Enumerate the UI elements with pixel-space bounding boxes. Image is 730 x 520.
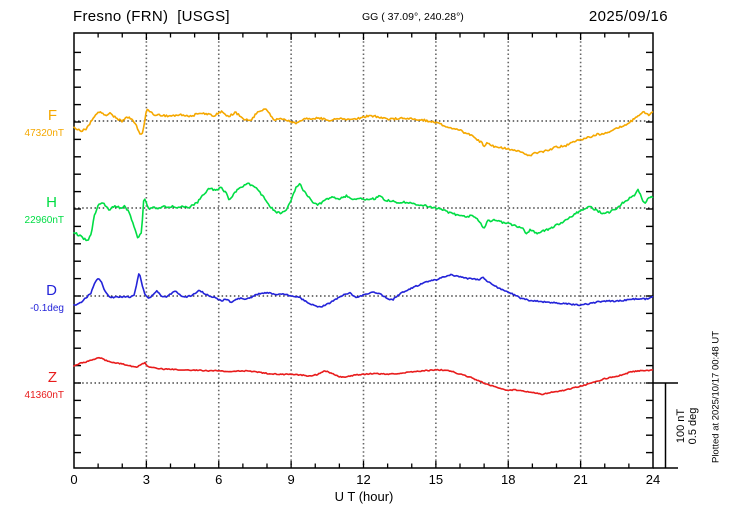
- component-letter-Z: Z: [47, 369, 57, 386]
- x-tick-label-0: 0: [70, 472, 78, 487]
- component-label-H: H 22960nT: [4, 194, 64, 227]
- component-label-F: F 47320nT: [4, 107, 64, 140]
- plotted-at-note: Plotted at 2025/10/17 00:48 UT: [710, 330, 722, 464]
- geographic-coords: GG ( 37.09°, 240.28°): [362, 11, 464, 23]
- component-basevalue-Z: 41360nT: [24, 390, 64, 401]
- x-axis-label: U T (hour): [334, 489, 394, 504]
- scale-bar-deg-label: 0.5 deg: [687, 407, 699, 445]
- trace-F: [73, 108, 654, 157]
- station-title: Fresno (FRN) [USGS]: [73, 8, 230, 25]
- component-label-Z: Z 41360nT: [4, 369, 64, 402]
- component-basevalue-F: 47320nT: [24, 128, 64, 139]
- x-tick-label-6: 6: [215, 472, 223, 487]
- trace-H: [73, 182, 654, 242]
- x-tick-label-3: 3: [142, 472, 150, 487]
- x-tick-label-12: 12: [356, 472, 371, 487]
- component-basevalue-D: -0.1deg: [30, 303, 64, 314]
- component-letter-H: H: [46, 194, 57, 211]
- x-tick-label-15: 15: [428, 472, 444, 487]
- component-letter-F: F: [47, 107, 57, 124]
- component-basevalue-H: 22960nT: [24, 215, 64, 226]
- x-tick-label-24: 24: [645, 472, 661, 487]
- trace-D: [73, 273, 654, 308]
- scale-bar-nt-label: 100 nT: [675, 408, 687, 444]
- plot-date: 2025/09/16: [588, 8, 668, 25]
- component-label-D: D -0.1deg: [4, 282, 64, 315]
- x-tick-label-21: 21: [573, 472, 588, 487]
- component-letter-D: D: [46, 282, 57, 299]
- x-tick-label-9: 9: [287, 472, 295, 487]
- scale-bar-label: 100 nT 0.5 deg: [675, 408, 699, 445]
- x-tick-label-18: 18: [501, 472, 516, 487]
- trace-Z: [73, 356, 654, 396]
